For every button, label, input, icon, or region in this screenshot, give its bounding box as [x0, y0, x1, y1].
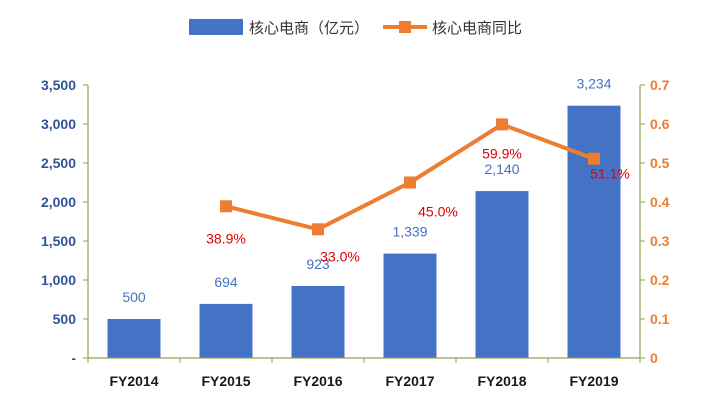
left-axis-tick-label: 1,500	[41, 233, 76, 249]
x-axis-category-label: FY2017	[385, 373, 434, 389]
left-axis-tick-label: 2,000	[41, 194, 76, 210]
right-axis-tick-label: 0.6	[650, 116, 670, 132]
legend-line-marker	[399, 21, 411, 33]
bar-value-label: 3,234	[576, 76, 611, 92]
left-axis-tick-label: 500	[53, 311, 77, 327]
legend-bar-swatch	[189, 19, 243, 35]
right-axis-tick-label: 0	[650, 350, 658, 366]
growth-value-label: 59.9%	[482, 145, 522, 161]
left-axis-tick-label: 3,000	[41, 116, 76, 132]
bar-value-label: 2,140	[484, 161, 519, 177]
right-axis-tick-label: 0.1	[650, 311, 670, 327]
right-axis-tick-label: 0.7	[650, 77, 670, 93]
x-axis-category-label: FY2019	[569, 373, 618, 389]
bar-fy2019	[567, 105, 621, 358]
left-axis-tick-label: 3,500	[41, 77, 76, 93]
right-axis-tick-label: 0.5	[650, 155, 670, 171]
bar-value-label: 923	[306, 256, 330, 272]
left-axis-tick-label: -	[71, 350, 76, 366]
x-axis-category-label: FY2016	[293, 373, 342, 389]
x-axis-category-label: FY2014	[109, 373, 158, 389]
right-axis-tick-label: 0.4	[650, 194, 670, 210]
x-axis-category-label: FY2015	[201, 373, 250, 389]
growth-value-label: 38.9%	[206, 230, 246, 246]
bar-fy2016	[291, 286, 345, 358]
growth-marker-fy2019	[588, 152, 600, 165]
legend-line-label: 核心电商同比	[432, 19, 522, 37]
growth-value-label: 33.0%	[320, 248, 360, 264]
bar-fy2014	[107, 319, 161, 358]
x-axis-category-label: FY2018	[477, 373, 526, 389]
right-axis-tick-label: 0.2	[650, 272, 670, 288]
bar-value-label: 500	[122, 289, 146, 305]
bar-fy2015	[199, 303, 253, 358]
bar-value-label: 694	[214, 274, 238, 290]
bar-fy2017	[383, 253, 437, 358]
left-axis-tick-label: 2,500	[41, 155, 76, 171]
left-axis-tick-label: 1,000	[41, 272, 76, 288]
bar-value-label: 1,339	[392, 224, 427, 240]
growth-value-label: 45.0%	[418, 204, 458, 220]
bar-fy2018	[475, 191, 529, 358]
right-axis-tick-label: 0.3	[650, 233, 670, 249]
growth-marker-fy2018	[496, 118, 508, 131]
growth-value-label: 51.1%	[590, 166, 630, 182]
legend-bar-label: 核心电商（亿元）	[249, 19, 369, 37]
growth-marker-fy2016	[312, 223, 324, 236]
growth-marker-fy2017	[404, 176, 416, 189]
growth-marker-fy2015	[220, 200, 232, 213]
